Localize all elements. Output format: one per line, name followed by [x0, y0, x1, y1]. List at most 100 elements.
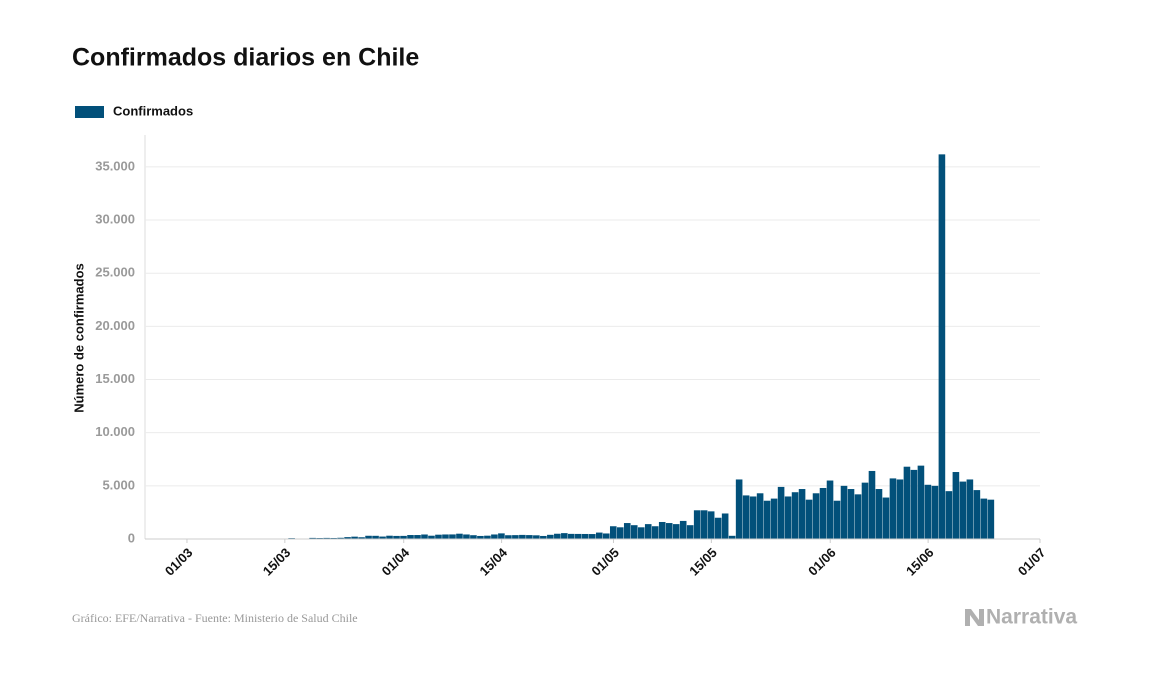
bar [931, 485, 939, 539]
bar [512, 535, 519, 539]
legend-label: Confirmados [113, 103, 193, 118]
bar [707, 511, 715, 539]
bar [609, 526, 617, 539]
bar [896, 479, 904, 539]
bar [686, 525, 694, 539]
bar [847, 489, 855, 539]
bar [477, 535, 484, 539]
bar [442, 534, 449, 539]
bar [756, 493, 764, 539]
bar [854, 494, 862, 539]
x-tick-label: 01/06 [805, 545, 839, 579]
bar [868, 470, 876, 539]
bar [630, 525, 638, 539]
bar [840, 485, 848, 539]
bar [330, 537, 337, 539]
logo-icon [965, 609, 984, 626]
x-tick-label: 15/06 [903, 545, 937, 579]
bar [966, 479, 974, 539]
bar [323, 537, 330, 539]
bar [337, 537, 344, 539]
bar [952, 472, 960, 539]
bar [714, 517, 722, 539]
bar [547, 534, 554, 539]
bar [351, 536, 358, 539]
bar [798, 489, 806, 539]
bar [533, 535, 540, 539]
bar [456, 533, 463, 539]
y-tick-label: 5.000 [102, 477, 135, 492]
bar [805, 499, 813, 539]
bar [463, 534, 470, 539]
source: Gráfico: EFE/Narrativa - Fuente: Ministe… [72, 611, 358, 625]
bar [637, 527, 645, 539]
bar [421, 534, 428, 539]
bar [505, 535, 512, 539]
bar [575, 533, 582, 539]
bar [407, 535, 414, 539]
bar [595, 532, 603, 539]
y-axis-label: Número de confirmados [71, 263, 86, 413]
bar [589, 534, 596, 539]
bar [987, 499, 995, 539]
bar [491, 534, 498, 539]
bar [882, 497, 890, 539]
y-tick-label: 30.000 [95, 211, 135, 226]
bar [833, 500, 841, 539]
bar [428, 535, 435, 539]
bar [826, 480, 834, 539]
bar [693, 510, 701, 539]
bar [735, 479, 743, 539]
bar [784, 496, 792, 539]
logo: Narrativa [986, 606, 1077, 629]
bar [973, 490, 981, 539]
y-tick-label: 25.000 [95, 265, 135, 280]
bar [365, 535, 372, 539]
bar [728, 535, 736, 539]
y-tick-label: 20.000 [95, 318, 135, 333]
bar [980, 498, 988, 539]
bar [721, 513, 729, 539]
x-tick-label: 15/04 [477, 544, 511, 578]
bar [449, 534, 456, 539]
bar [498, 533, 505, 539]
bar [470, 535, 477, 539]
bar [749, 496, 757, 539]
chart-title: Confirmados diarios en Chile [72, 44, 419, 72]
bar [861, 482, 869, 539]
bar [770, 498, 778, 539]
bar [959, 481, 967, 539]
x-tick-label: 15/03 [260, 545, 294, 579]
x-tick-label: 01/05 [588, 545, 622, 579]
bar [910, 469, 918, 539]
y-tick-label: 10.000 [95, 424, 135, 439]
bar [616, 527, 624, 539]
bar [651, 526, 659, 539]
bar [679, 520, 687, 539]
bar [414, 535, 421, 539]
y-tick-label: 35.000 [95, 158, 135, 173]
bar [309, 537, 316, 539]
bar [379, 536, 386, 539]
bar [344, 537, 351, 539]
bar [917, 465, 925, 539]
y-tick-label: 15.000 [95, 371, 135, 386]
legend-swatch [75, 106, 104, 118]
bar [372, 535, 379, 539]
bar [582, 533, 589, 539]
y-tick-label: 0 [128, 530, 135, 545]
bar [435, 534, 442, 539]
bar [400, 535, 407, 539]
bar [540, 535, 547, 539]
bar [791, 492, 799, 539]
bar [672, 524, 680, 539]
bar [665, 523, 673, 539]
bar [644, 524, 652, 539]
bar [561, 533, 568, 539]
bar [938, 154, 946, 539]
bar [742, 495, 750, 539]
x-tick-label: 01/03 [162, 545, 196, 579]
bar [519, 534, 526, 539]
bar [924, 484, 932, 539]
